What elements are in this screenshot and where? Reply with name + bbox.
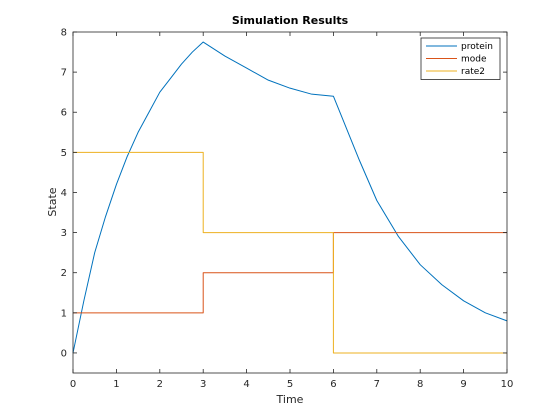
series-line-mode [73,232,507,314]
legend-label-mode: mode [461,55,487,65]
y-tick-label: 3 [61,228,67,239]
y-tick-label: 4 [61,188,67,199]
x-tick-label: 10 [501,379,514,390]
plot-area [73,32,507,373]
x-tick-label: 2 [157,379,163,390]
legend-label-rate2: rate2 [461,67,485,77]
x-tick-label: 9 [460,379,466,390]
series-line-protein [72,41,508,354]
y-tick-label: 8 [61,28,67,39]
x-tick-label: 1 [113,379,119,390]
x-tick-label: 3 [200,379,206,390]
y-tick-label: 2 [61,268,67,279]
x-tick-label: 5 [287,379,293,390]
x-tick-label: 6 [330,379,336,390]
chart-title: Simulation Results [232,14,349,27]
series-layer [72,41,508,354]
y-tick-label: 0 [61,348,67,359]
tick-layer: 0 1 2 3 4 5 6 7 8 9 10 0 1 2 3 4 5 6 7 8 [61,28,514,391]
series-line-rate2 [73,151,507,354]
y-tick-label: 7 [61,68,67,79]
legend: protein mode rate2 [420,37,501,80]
legend-label-protein: protein [461,42,493,52]
y-tick-label: 6 [61,108,67,119]
x-tick-label: 4 [243,379,249,390]
y-tick-label: 1 [61,308,67,319]
y-axis-label: State [46,187,59,216]
x-tick-label: 7 [374,379,380,390]
x-tick-label: 0 [70,379,76,390]
y-tick-label: 5 [61,148,67,159]
x-tick-label: 8 [417,379,423,390]
x-axis-label: Time [276,393,304,406]
